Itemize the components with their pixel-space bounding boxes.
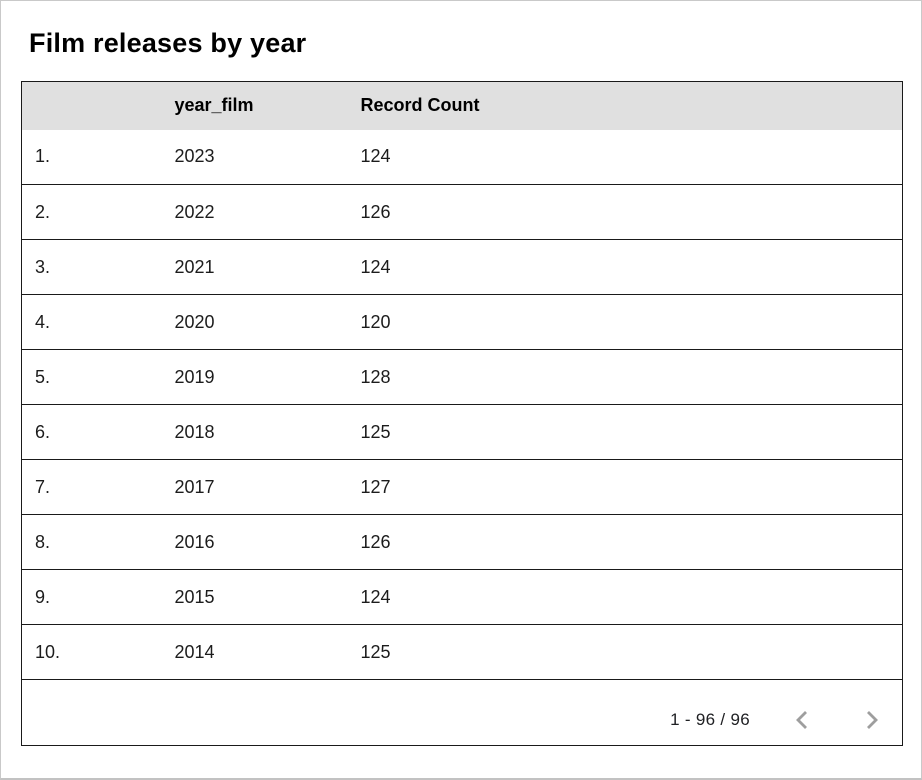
- cell-year-film: 2016: [161, 514, 348, 570]
- row-index: 7.: [21, 459, 162, 515]
- cell-year-film: 2018: [161, 404, 348, 460]
- pagination: 1 - 96 / 96: [22, 694, 902, 732]
- row-index: 9.: [21, 569, 162, 625]
- cell-record-count: 120: [347, 294, 903, 350]
- row-index: 6.: [21, 404, 162, 460]
- cell-year-film: 2020: [161, 294, 348, 350]
- table-row: 6. 2018 125: [21, 404, 903, 460]
- row-index: 1.: [21, 129, 162, 185]
- cell-record-count: 126: [347, 514, 903, 570]
- cell-record-count: 124: [347, 239, 903, 295]
- cell-year-film: 2021: [161, 239, 348, 295]
- table-header-row: year_film Record Count: [21, 81, 903, 130]
- prev-page-button[interactable]: [790, 708, 814, 732]
- table-row: 9. 2015 124: [21, 569, 903, 625]
- table-row: 1. 2023 124: [21, 129, 903, 185]
- header-year-film[interactable]: year_film: [161, 81, 348, 130]
- data-table: year_film Record Count 1. 2023 124 2. 20…: [21, 81, 903, 746]
- pagination-range: 1 - 96 / 96: [670, 709, 750, 729]
- row-index: 4.: [21, 294, 162, 350]
- header-record-count[interactable]: Record Count: [347, 81, 903, 130]
- table-row: 5. 2019 128: [21, 349, 903, 405]
- table-row: 8. 2016 126: [21, 514, 903, 570]
- table-row: 3. 2021 124: [21, 239, 903, 295]
- table-row: 4. 2020 120: [21, 294, 903, 350]
- cell-record-count: 125: [347, 624, 903, 680]
- cell-year-film: 2014: [161, 624, 348, 680]
- row-index: 10.: [21, 624, 162, 680]
- row-index: 3.: [21, 239, 162, 295]
- cell-record-count: 128: [347, 349, 903, 405]
- chevron-right-icon: [864, 710, 880, 730]
- next-page-button[interactable]: [860, 708, 884, 732]
- cell-record-count: 126: [347, 184, 903, 240]
- table-row: 7. 2017 127: [21, 459, 903, 515]
- table-row: 10. 2014 125: [21, 624, 903, 680]
- row-index: 2.: [21, 184, 162, 240]
- cell-year-film: 2017: [161, 459, 348, 515]
- chevron-left-icon: [794, 710, 810, 730]
- header-row-number: [21, 81, 162, 130]
- cell-year-film: 2019: [161, 349, 348, 405]
- cell-record-count: 127: [347, 459, 903, 515]
- chart-title: Film releases by year: [29, 28, 307, 58]
- table-footer-row: 1 - 96 / 96: [21, 679, 903, 746]
- row-index: 5.: [21, 349, 162, 405]
- row-index: 8.: [21, 514, 162, 570]
- table-row: 2. 2022 126: [21, 184, 903, 240]
- cell-year-film: 2023: [161, 129, 348, 185]
- cell-record-count: 124: [347, 129, 903, 185]
- cell-record-count: 124: [347, 569, 903, 625]
- cell-record-count: 125: [347, 404, 903, 460]
- cell-year-film: 2022: [161, 184, 348, 240]
- cell-year-film: 2015: [161, 569, 348, 625]
